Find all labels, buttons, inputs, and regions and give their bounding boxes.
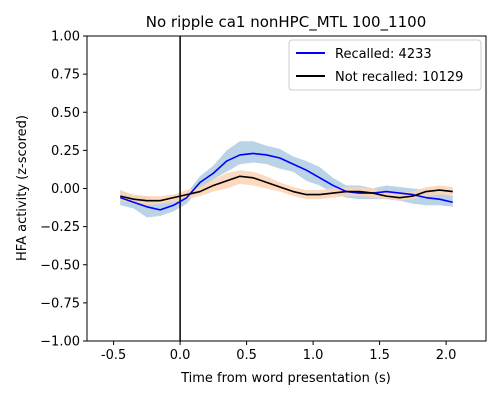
confidence-band-not-recalled bbox=[120, 170, 453, 206]
x-axis-ticks: -0.5 0.0 0.5 1.0 1.5 2.0 bbox=[101, 341, 457, 363]
legend: Recalled: 4233 Not recalled: 10129 bbox=[288, 39, 482, 91]
chart-title: No ripple ca1 nonHPC_MTL 100_1100 bbox=[146, 13, 426, 32]
y-axis-label: HFA activity (z-scored) bbox=[15, 115, 30, 261]
y-tick-label: −0.25 bbox=[40, 220, 80, 235]
x-axis-label: Time from word presentation (s) bbox=[180, 371, 391, 386]
y-tick-label: 0.75 bbox=[51, 68, 80, 83]
y-tick-label: −0.75 bbox=[40, 296, 80, 311]
confidence-band-recalled bbox=[120, 141, 453, 218]
confidence-bands bbox=[120, 141, 453, 218]
y-tick-label: 0.25 bbox=[51, 144, 80, 159]
legend-label-recalled: Recalled: 4233 bbox=[335, 47, 432, 62]
y-tick-label: 0.50 bbox=[51, 106, 80, 121]
series-line-not-recalled bbox=[120, 175, 453, 202]
x-tick-label: 0.5 bbox=[236, 348, 257, 363]
y-tick-label: 1.00 bbox=[51, 30, 80, 45]
series-lines bbox=[119, 152, 453, 211]
x-tick-label: -0.5 bbox=[101, 348, 126, 363]
y-tick-label: 0.00 bbox=[51, 182, 80, 197]
x-tick-label: 2.0 bbox=[436, 348, 457, 363]
legend-label-not-recalled: Not recalled: 10129 bbox=[335, 70, 463, 85]
x-tick-label: 1.0 bbox=[303, 348, 324, 363]
series-line-recalled bbox=[119, 152, 453, 211]
legend-box bbox=[288, 39, 482, 91]
y-tick-label: −0.50 bbox=[40, 258, 80, 273]
y-axis-ticks: −1.00 −0.75 −0.50 −0.25 0.00 0.25 0.50 0.75 1.00 bbox=[40, 30, 87, 350]
x-tick-label: 0.0 bbox=[170, 348, 191, 363]
x-tick-label: 1.5 bbox=[369, 348, 390, 363]
y-tick-label: −1.00 bbox=[40, 335, 80, 350]
